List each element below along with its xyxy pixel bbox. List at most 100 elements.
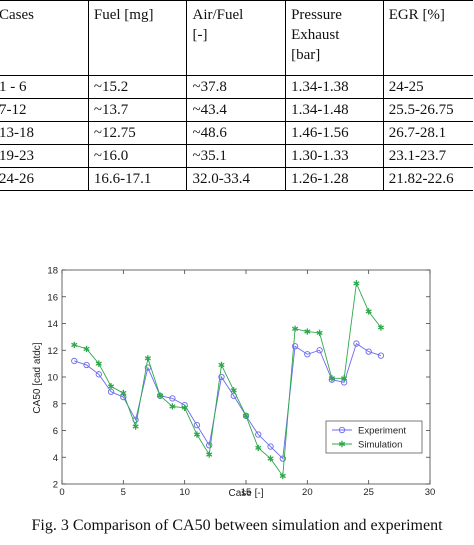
y-tick-label: 2 bbox=[53, 480, 58, 491]
x-tick-label: 15 bbox=[241, 487, 252, 498]
simulation-point bbox=[341, 375, 348, 382]
table-cell: 24-25 bbox=[382, 75, 473, 99]
table-cell: 24-26 bbox=[0, 167, 89, 191]
experiment-point bbox=[377, 352, 385, 359]
table-cell: 32.0-33.4 bbox=[186, 167, 287, 191]
simulation-point bbox=[120, 389, 127, 397]
table-cell: 25.5-26.75 bbox=[382, 98, 473, 122]
table-cell: ~15.2 bbox=[87, 75, 188, 99]
experiment-point bbox=[365, 348, 372, 355]
table-cell: 19-23 bbox=[0, 144, 89, 168]
table-cell: 1.34-1.48 bbox=[285, 98, 384, 122]
table-cell: 1.26-1.28 bbox=[285, 167, 384, 191]
y-tick-label: 18 bbox=[47, 266, 58, 277]
header-line: Exhaust bbox=[291, 27, 340, 43]
y-axis-label: CA50 [cad atdc] bbox=[32, 342, 43, 413]
header-line: Pressure bbox=[291, 7, 342, 23]
simulation-point bbox=[181, 404, 188, 411]
header-pressure-exhaust: Pressure Exhaust [bar] bbox=[285, 0, 384, 76]
simulation-point bbox=[316, 329, 323, 337]
table-cell: 1.34-1.38 bbox=[285, 75, 384, 99]
simulation-point bbox=[230, 387, 237, 394]
simulation-point bbox=[157, 392, 164, 399]
table-cell: 7-12 bbox=[0, 98, 89, 122]
simulation-point bbox=[353, 280, 360, 287]
experiment-point bbox=[169, 395, 176, 402]
table-cell: ~16.0 bbox=[87, 144, 188, 168]
table-cell: 26.7-28.1 bbox=[382, 121, 473, 145]
simulation-point bbox=[169, 403, 176, 410]
y-tick-label: 14 bbox=[47, 319, 58, 330]
header-line: [bar] bbox=[291, 47, 321, 63]
table-cell: 1 - 6 bbox=[0, 75, 89, 99]
simulation-line bbox=[74, 281, 382, 478]
header-line: Fuel [mg] bbox=[93, 7, 154, 23]
table-cell: 21.82-22.6 bbox=[382, 167, 473, 191]
experiment-point bbox=[291, 343, 299, 350]
experiment-point bbox=[193, 421, 201, 429]
legend-box bbox=[325, 420, 423, 454]
header-cases: Cases bbox=[0, 0, 89, 76]
x-tick-label: 30 bbox=[425, 487, 436, 498]
simulation-point bbox=[255, 444, 262, 452]
table-row: 7-12 ~13.7 ~43.4 1.34-1.48 25.5-26.75 bbox=[0, 98, 473, 122]
experiment-point bbox=[218, 373, 225, 381]
table-cell: 23.1-23.7 bbox=[382, 144, 473, 168]
legend-swatch-marker bbox=[338, 426, 346, 434]
experiment-point bbox=[304, 351, 311, 358]
simulation-point bbox=[95, 360, 102, 367]
experiment-point bbox=[279, 455, 286, 462]
simulation-point bbox=[83, 345, 90, 353]
x-tick-label: 20 bbox=[302, 487, 313, 498]
simulation-point bbox=[377, 324, 385, 331]
table-row: 1 - 6 ~15.2 ~37.8 1.34-1.38 24-25 bbox=[0, 75, 473, 99]
simulation-point bbox=[144, 355, 151, 362]
experiment-point bbox=[83, 361, 90, 369]
experiment-point bbox=[71, 357, 78, 365]
simulation-point bbox=[218, 361, 225, 369]
experiment-line bbox=[74, 342, 382, 460]
table-cell: 1.46-1.56 bbox=[285, 121, 384, 145]
x-axis-label: Case [-] bbox=[228, 488, 263, 498]
y-tick-label: 12 bbox=[47, 346, 58, 357]
experiment-point bbox=[95, 371, 102, 378]
simulation-point bbox=[365, 308, 372, 315]
table-cell: 13-18 bbox=[0, 121, 89, 145]
y-tick-label: 16 bbox=[47, 292, 58, 303]
simulation-point bbox=[107, 383, 115, 390]
plot-area: 0 5 10 15 20 25 30 2 4 6 8 10 12 14 16 18 Experiment Simu… bbox=[47, 266, 435, 499]
simulation-point bbox=[304, 328, 311, 335]
x-tick-label: 0 bbox=[59, 487, 64, 498]
legend-label: Simulation bbox=[358, 440, 402, 451]
legend-label: Experiment bbox=[358, 426, 406, 437]
y-tick-label: 4 bbox=[53, 453, 58, 464]
simulation-point bbox=[242, 412, 250, 419]
simulation-point bbox=[71, 341, 78, 349]
simulation-point bbox=[267, 455, 274, 462]
simulation-point bbox=[206, 451, 213, 458]
header-air-fuel: Air/Fuel [-] bbox=[186, 0, 287, 76]
table-cell: ~48.6 bbox=[186, 121, 287, 145]
table-row: 24-26 16.6-17.1 32.0-33.4 1.26-1.28 21.8… bbox=[0, 167, 473, 191]
simulation-point bbox=[328, 375, 335, 382]
table-cell: 16.6-17.1 bbox=[87, 167, 188, 191]
ca50-comparison-chart: 0 5 10 15 20 25 30 2 4 6 8 10 12 14 16 18 Experiment Simu… bbox=[32, 266, 435, 499]
x-tick-label: 10 bbox=[179, 487, 190, 498]
header-line: Air/Fuel bbox=[192, 7, 244, 23]
engine-conditions-table: Cases Fuel [mg] Air/Fuel [-] Pressure Exha… bbox=[0, 0, 473, 191]
table-cell: 1.30-1.33 bbox=[285, 144, 384, 168]
table-row: 19-23 ~16.0 ~35.1 1.30-1.33 23.1-23.7 bbox=[0, 144, 473, 168]
header-fuel: Fuel [mg] bbox=[87, 0, 188, 76]
experiment-point bbox=[267, 443, 274, 450]
header-line: Cases bbox=[0, 7, 34, 23]
experiment-point bbox=[316, 347, 323, 354]
y-tick-label: 6 bbox=[53, 426, 58, 437]
experiment-point bbox=[206, 442, 213, 449]
experiment-point bbox=[353, 340, 360, 347]
table-header-row: Cases Fuel [mg] Air/Fuel [-] Pressure Exha… bbox=[0, 0, 473, 76]
simulation-point bbox=[291, 325, 299, 333]
header-egr: EGR [%] bbox=[382, 0, 473, 76]
table-cell: ~13.7 bbox=[87, 98, 188, 122]
table-cell: ~12.75 bbox=[87, 121, 188, 145]
simulation-point bbox=[279, 472, 286, 480]
